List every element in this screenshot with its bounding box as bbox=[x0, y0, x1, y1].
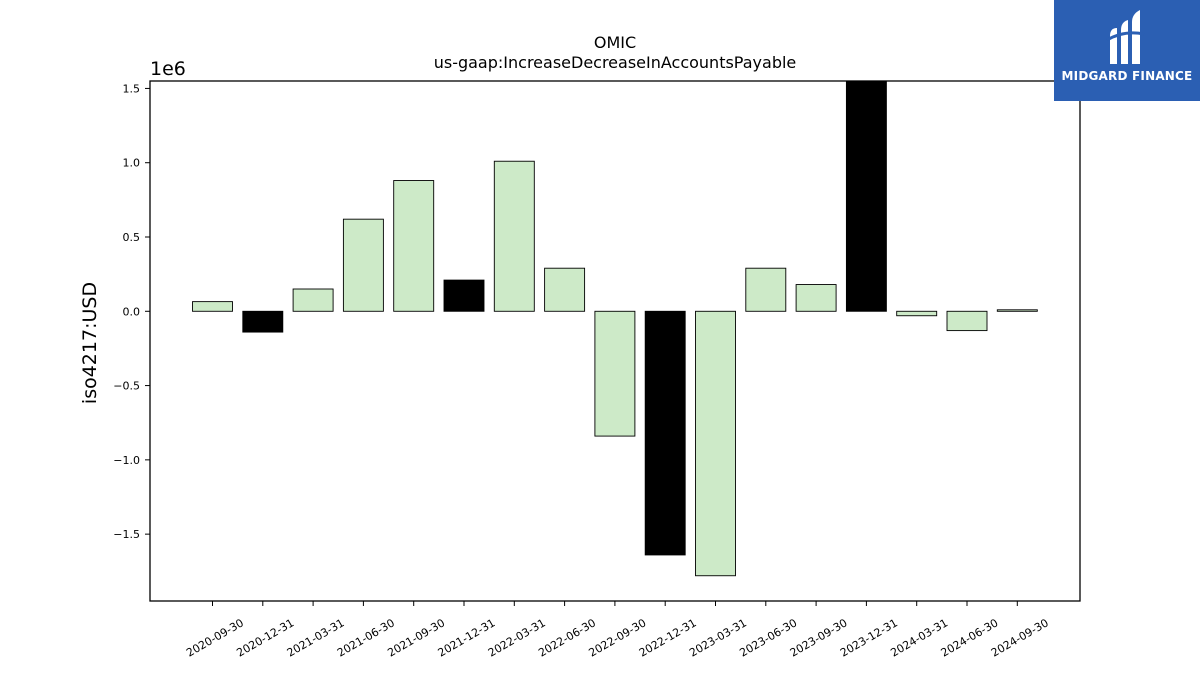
bar-2021-12-31 bbox=[443, 279, 485, 312]
bars-group bbox=[192, 80, 1038, 577]
bar-2022-09-30 bbox=[594, 310, 636, 437]
midgard-finance-logo: MIDGARD FINANCE bbox=[1054, 0, 1200, 101]
bar-2023-09-30 bbox=[795, 284, 837, 312]
y-axis-label: iso4217:USD bbox=[79, 282, 101, 404]
y-tick-label: −0.5 bbox=[113, 380, 140, 393]
bar-2023-12-31 bbox=[845, 80, 887, 312]
y-tick-label: 1.0 bbox=[123, 157, 141, 170]
chart-subtitle: us-gaap:IncreaseDecreaseInAccountsPayabl… bbox=[434, 53, 797, 72]
bar-2022-12-31 bbox=[644, 310, 686, 556]
y-tick-label: −1.5 bbox=[113, 528, 140, 541]
plot-frame bbox=[149, 80, 1081, 602]
y-tick-label: −1.0 bbox=[113, 454, 140, 467]
bar-2020-12-31 bbox=[242, 310, 284, 333]
bar-2022-03-31 bbox=[493, 160, 535, 312]
bar-2024-09-30 bbox=[996, 309, 1038, 312]
logo-text: MIDGARD FINANCE bbox=[1061, 69, 1193, 83]
bar-2021-09-30 bbox=[393, 180, 435, 312]
x-tick-label: 2024-09-30 bbox=[989, 616, 1051, 659]
bar-2022-06-30 bbox=[544, 267, 586, 312]
x-axis-ticks: 2020-09-302020-12-312021-03-312021-06-30… bbox=[184, 601, 1051, 660]
chart-title: OMIC bbox=[594, 33, 636, 52]
y-tick-label: 0.5 bbox=[123, 231, 141, 244]
y-tick-label: 1.5 bbox=[123, 82, 141, 95]
bar-2021-03-31 bbox=[292, 288, 334, 312]
bar-2023-03-31 bbox=[695, 310, 736, 577]
bar-2023-06-30 bbox=[745, 267, 787, 312]
y-axis-ticks: −1.5 −1.0 −0.5 0.0 0.5 1.0 1.5 bbox=[113, 82, 150, 541]
bar-2020-09-30 bbox=[192, 301, 233, 312]
logo-mark-icon bbox=[1106, 10, 1145, 64]
bar-2024-03-31 bbox=[896, 310, 938, 317]
bar-2024-06-30 bbox=[946, 310, 988, 332]
y-axis-offset-label: 1e6 bbox=[150, 58, 186, 80]
y-tick-label: 0.0 bbox=[123, 305, 141, 318]
bar-2021-06-30 bbox=[342, 218, 384, 312]
